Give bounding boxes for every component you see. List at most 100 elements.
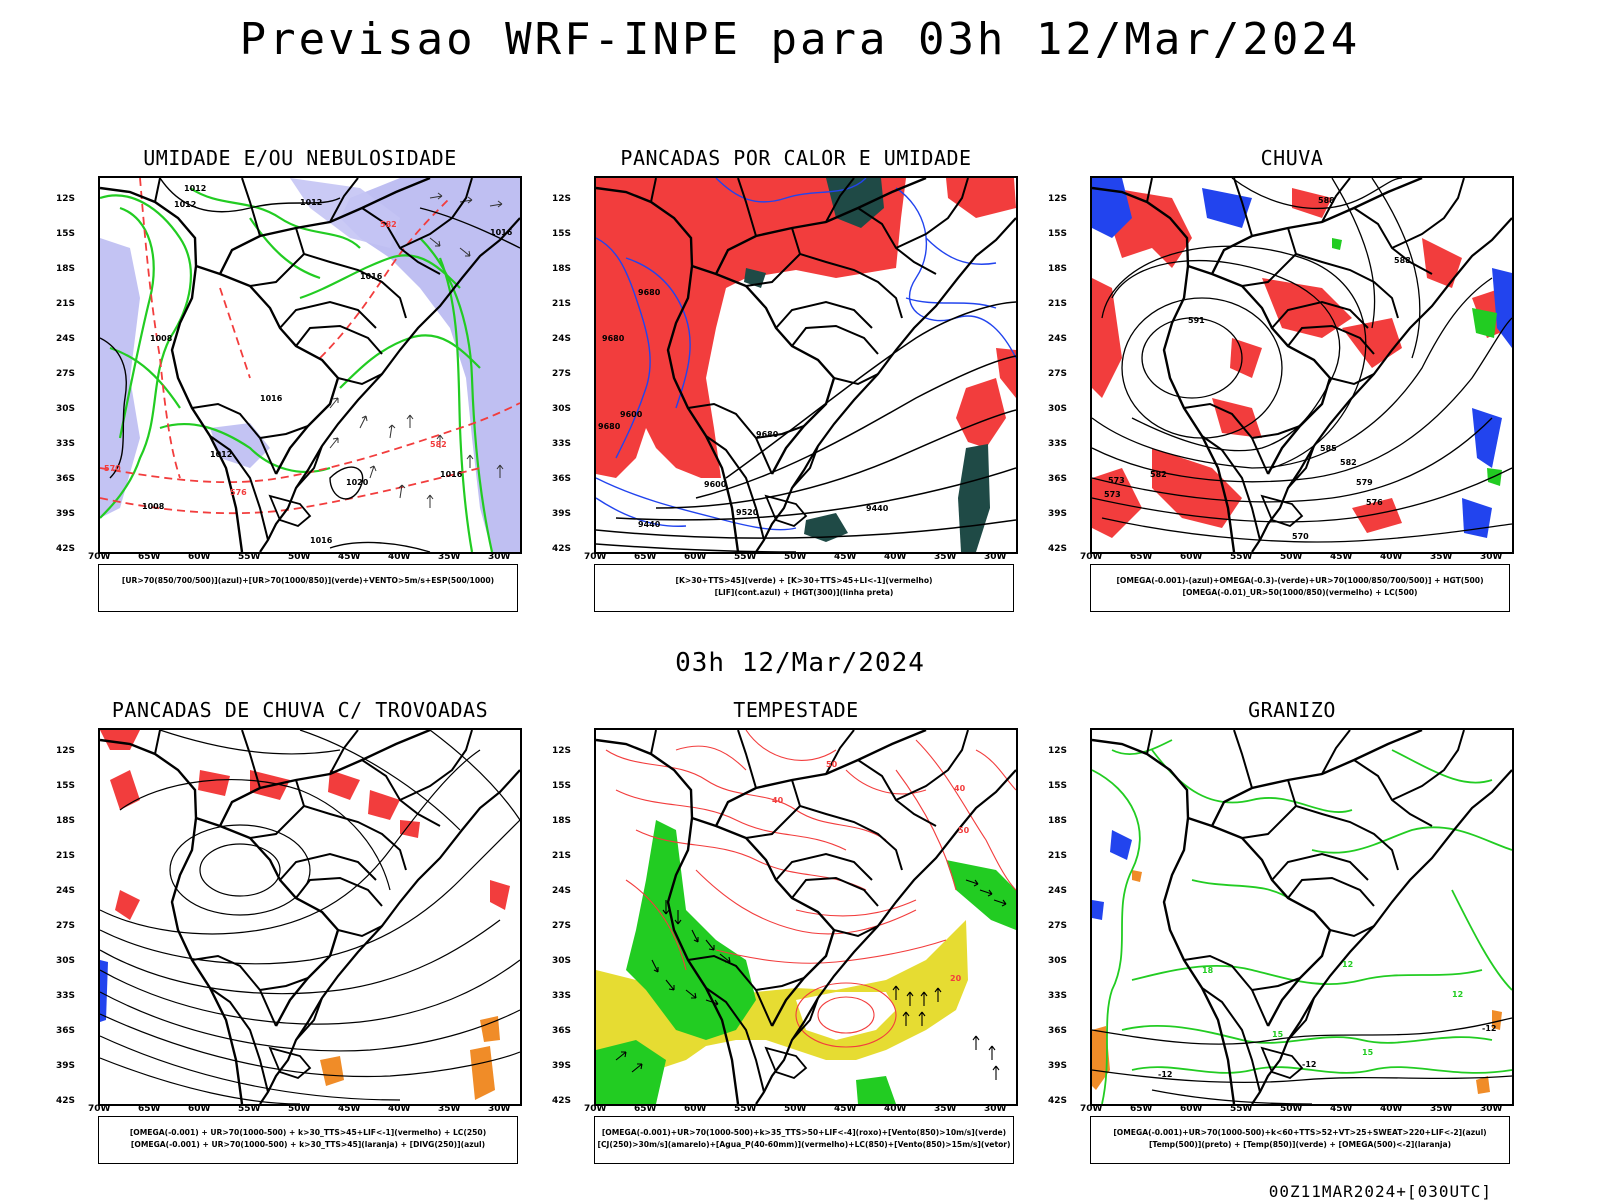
lat-tick: 12S <box>552 746 572 756</box>
lon-tick: 50W <box>1280 1104 1303 1114</box>
contour-label: 1012 <box>174 200 197 209</box>
lat-tick: 27S <box>552 369 572 379</box>
lon-tick: 70W <box>88 552 111 562</box>
panel-legend: [OMEGA(-0.001)+UR>70(1000-500)+k>35_TTS>… <box>594 1116 1014 1164</box>
map-granizo: -12 -12 -12 12 12 15 15 18 <box>1090 728 1514 1106</box>
lon-tick: 30W <box>984 1104 1007 1114</box>
lat-tick: 30S <box>56 404 76 414</box>
lat-tick: 15S <box>552 229 572 239</box>
contour-label: 1016 <box>260 394 283 403</box>
lat-tick: 42S <box>56 544 76 554</box>
lat-tick: 24S <box>1048 334 1068 344</box>
legend-line: [K>30+TTS>45](verde) + [K>30+TTS>45+LI<-… <box>675 576 933 585</box>
lat-tick: 39S <box>1048 1061 1068 1071</box>
lon-tick: 45W <box>834 552 857 562</box>
contour-label: 9440 <box>638 520 661 529</box>
lat-tick: 21S <box>1048 851 1068 861</box>
map-pancadas-trovoadas <box>98 728 522 1106</box>
lat-tick: 36S <box>1048 1026 1068 1036</box>
contour-label: 570 <box>104 464 121 473</box>
lon-tick: 65W <box>138 552 161 562</box>
lat-tick: 33S <box>1048 991 1068 1001</box>
map-umidade: 1012 1012 1012 1016 1016 1008 1012 1016 … <box>98 176 522 554</box>
lon-tick: 40W <box>884 552 907 562</box>
lon-tick: 45W <box>1330 1104 1353 1114</box>
contour-label: 576 <box>1366 498 1383 507</box>
contour-label: -12 <box>1158 1070 1173 1079</box>
contour-label: 15 <box>1362 1048 1374 1057</box>
contour-label: 9600 <box>704 480 727 489</box>
lat-tick: 24S <box>56 886 76 896</box>
contour-label: 1008 <box>142 502 165 511</box>
lat-tick: 42S <box>56 1096 76 1106</box>
contour-label: 573 <box>1108 476 1125 485</box>
lon-tick: 65W <box>634 552 657 562</box>
lat-tick: 27S <box>1048 921 1068 931</box>
unstable-area-red <box>956 378 1006 448</box>
contour-label: 1020 <box>346 478 369 487</box>
panel-legend: [OMEGA(-0.001) + UR>70(1000-500) + k>30_… <box>98 1116 518 1164</box>
panel-title: TEMPESTADE <box>733 698 859 722</box>
contour-label: 12 <box>1452 990 1464 999</box>
lon-tick: 35W <box>438 552 461 562</box>
strong-wind-area-green <box>946 860 1016 930</box>
lat-tick: 12S <box>56 194 76 204</box>
lon-tick: 60W <box>684 1104 707 1114</box>
contour-label: 12 <box>1342 960 1354 969</box>
legend-line: [OMEGA(-0.001)+UR>70(1000-500)+k>35_TTS>… <box>601 1128 1007 1137</box>
lon-tick: 55W <box>1230 552 1253 562</box>
lat-tick: 36S <box>1048 474 1068 484</box>
contour-label: 1016 <box>440 470 463 479</box>
wind-vectors <box>329 192 504 508</box>
lon-tick: 30W <box>488 1104 511 1114</box>
contour-label: 1012 <box>300 198 323 207</box>
lon-tick: 55W <box>1230 1104 1253 1114</box>
lon-tick: 70W <box>584 1104 607 1114</box>
contour-label: -12 <box>1482 1024 1497 1033</box>
lon-tick: 40W <box>388 1104 411 1114</box>
map-pancadas-calor: 9680 9680 9600 9680 9680 9600 9520 9440 … <box>594 176 1018 554</box>
legend-line: [LIF](cont.azul) + [HGT(300)](linha pret… <box>714 588 894 597</box>
granizo-map-graphics <box>1092 730 1512 1104</box>
contour-label: 588 <box>1318 196 1335 205</box>
contour-label: 591 <box>1188 316 1205 325</box>
lat-tick: 33S <box>1048 439 1068 449</box>
contour-label: 576 <box>230 488 247 497</box>
contour-label: 573 <box>1104 490 1121 499</box>
legend-line: [UR>70(850/700/500)](azul)+[UR>70(1000/8… <box>121 576 495 585</box>
contour-label: 40 <box>772 796 784 805</box>
temp-850-contours <box>1092 739 1512 1104</box>
lon-tick: 40W <box>1380 1104 1403 1114</box>
lon-tick: 65W <box>634 1104 657 1114</box>
unstable-area-red <box>596 178 906 478</box>
contour-label: 18 <box>1202 966 1214 975</box>
contour-label: 1012 <box>210 450 233 459</box>
lat-tick: 24S <box>552 334 572 344</box>
lon-tick: 30W <box>1480 552 1503 562</box>
lat-tick: 18S <box>56 816 76 826</box>
contour-label: 1016 <box>360 272 383 281</box>
lon-tick: 35W <box>1430 1104 1453 1114</box>
storm-areas-orange <box>320 1016 500 1100</box>
lat-tick: 21S <box>56 851 76 861</box>
chuva-map-graphics <box>1092 178 1512 552</box>
legend-line: [OMEGA(-0.001)+UR>70(1000-500)+k<60+TTS>… <box>1113 1128 1487 1137</box>
rain-areas-red <box>1092 188 1512 538</box>
lat-tick: 39S <box>56 1061 76 1071</box>
lon-tick: 60W <box>1180 1104 1203 1114</box>
contour-label: 588 <box>1394 256 1411 265</box>
lat-tick: 18S <box>1048 264 1068 274</box>
lat-tick: 15S <box>1048 229 1068 239</box>
contour-label: 582 <box>1150 470 1167 479</box>
hail-areas-blue <box>1092 830 1132 920</box>
lon-tick: 55W <box>238 552 261 562</box>
upper-humidity-area <box>100 238 140 518</box>
jet-stream-area-yellow <box>596 920 968 1080</box>
contour-label: 9680 <box>638 288 661 297</box>
lon-tick: 35W <box>438 1104 461 1114</box>
lon-tick: 70W <box>88 1104 111 1114</box>
lat-tick: 33S <box>552 991 572 1001</box>
lon-tick: 30W <box>1480 1104 1503 1114</box>
panel-title: CHUVA <box>1260 146 1324 170</box>
lat-tick: 21S <box>1048 299 1068 309</box>
